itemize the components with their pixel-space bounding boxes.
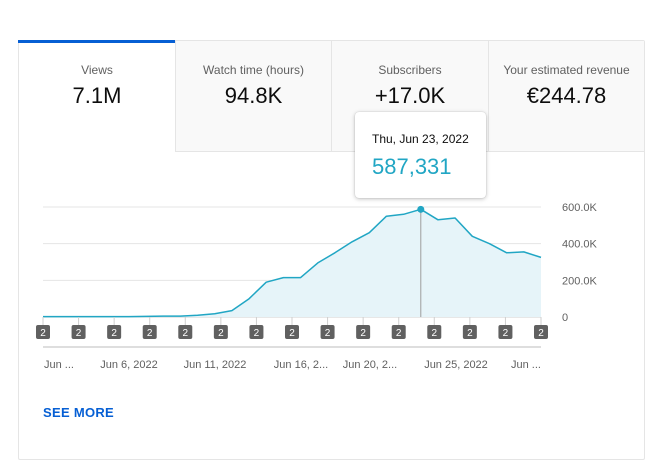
marker-badge-label: 2 — [432, 328, 438, 339]
views-series-line — [43, 208, 542, 318]
x-tick-label: Jun 20, 2... — [343, 359, 397, 371]
marker-badge[interactable] — [534, 325, 548, 339]
tab-views-value: 7.1M — [72, 83, 122, 108]
marker-badge[interactable] — [462, 325, 477, 339]
tab-revenue-label: Your estimated revenue — [503, 63, 630, 77]
marker-badge-label: 2 — [183, 328, 189, 339]
marker-badge[interactable] — [427, 325, 442, 339]
marker-badge[interactable] — [178, 325, 193, 339]
marker-badge-label: 2 — [76, 328, 82, 339]
tab-revenue-value: €244.78 — [526, 83, 607, 108]
tab-watch-time-label: Watch time (hours) — [203, 63, 304, 77]
marker-badge-label: 2 — [467, 328, 473, 339]
x-tick-label: Jun 11, 2022 — [184, 359, 247, 371]
tooltip-date: Thu, Jun 23, 2022 — [372, 132, 469, 146]
marker-badge-label: 2 — [396, 328, 402, 339]
x-tick-label: Jun 6, 2022 — [100, 359, 158, 371]
tab-watch-time-value: 94.8K — [224, 83, 283, 108]
marker-badge[interactable] — [498, 325, 513, 339]
y-tick-label: 400.0K — [562, 239, 598, 251]
marker-badge-label: 2 — [503, 328, 509, 339]
marker-badge[interactable] — [356, 325, 371, 339]
tab-subscribers-label: Subscribers — [378, 63, 442, 77]
marker-badge-label: 2 — [218, 328, 224, 339]
chart-tooltip: Thu, Jun 23, 2022 587,331 — [355, 112, 486, 198]
marker-badge-label: 2 — [538, 328, 544, 339]
tooltip-value: 587,331 — [372, 154, 452, 179]
tab-revenue[interactable]: Your estimated revenue €244.78 — [489, 41, 644, 152]
marker-badge-label: 2 — [254, 328, 260, 339]
tab-views[interactable]: Views 7.1M — [18, 40, 176, 152]
marker-badge-label: 2 — [360, 328, 366, 339]
marker-badge[interactable] — [36, 325, 50, 339]
marker-badge-label: 2 — [325, 328, 331, 339]
tab-watch-time[interactable]: Watch time (hours) 94.8K — [176, 41, 332, 152]
marker-badge[interactable] — [391, 325, 406, 339]
marker-badge-label: 2 — [111, 328, 117, 339]
marker-badge[interactable] — [142, 325, 157, 339]
marker-badge[interactable] — [71, 325, 86, 339]
tab-views-label: Views — [81, 63, 113, 77]
highlight-point — [417, 205, 425, 213]
y-tick-label: 200.0K — [562, 275, 598, 287]
x-tick-label: Jun ... — [511, 359, 541, 371]
marker-badge[interactable] — [249, 325, 264, 339]
marker-badge[interactable] — [320, 325, 335, 339]
y-tick-label: 600.0K — [562, 202, 598, 214]
views-area — [43, 209, 541, 317]
y-tick-label: 0 — [562, 312, 568, 324]
tab-subscribers-value: +17.0K — [374, 83, 446, 108]
x-tick-label: Jun 16, 2... — [274, 359, 328, 371]
x-tick-label: Jun ... — [44, 359, 74, 371]
views-chart[interactable]: 600.0K 400.0K 200.0K 0 2 2 2 2 2 2 2 2 2 2 2 2 2 2 2 Jun ..… — [0, 0, 653, 439]
marker-badge[interactable] — [107, 325, 122, 339]
marker-badge-label: 2 — [289, 328, 295, 339]
marker-badge[interactable] — [213, 325, 228, 339]
see-more-link[interactable]: SEE MORE — [43, 405, 115, 420]
x-tick-label: Jun 25, 2022 — [424, 359, 488, 371]
marker-badge-label: 2 — [40, 328, 46, 339]
marker-badge[interactable] — [285, 325, 299, 339]
marker-badge-label: 2 — [147, 328, 153, 339]
